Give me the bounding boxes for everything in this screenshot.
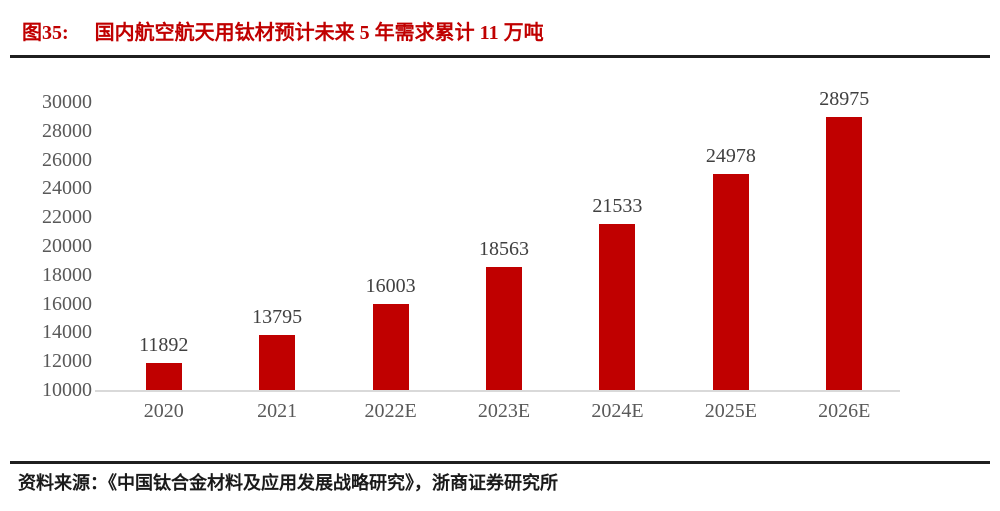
x-tick-label: 2023E [477, 400, 531, 422]
footer-divider-line [10, 461, 990, 464]
bar-value-label: 21533 [592, 194, 643, 217]
bar-value-label: 16003 [365, 274, 416, 297]
y-tick-label: 26000 [42, 148, 92, 171]
x-tick-label: 2021 [257, 400, 298, 422]
y-tick-label: 12000 [42, 350, 92, 373]
bar [826, 116, 863, 390]
bar [712, 174, 749, 390]
bar-chart: 10000 12000 14000 16000 18000 20000 22000 24000… [42, 87, 900, 422]
bar-value-label: 24978 [705, 145, 756, 168]
x-tick-label: 2026E [818, 400, 871, 422]
y-tick-label: 16000 [42, 292, 92, 315]
bar-value-label: 18563 [479, 237, 529, 260]
bar [599, 223, 636, 390]
bar-value-label: 13795 [252, 306, 303, 329]
source-note: 资料来源：《中国钛合金材料及应用发展战略研究》，浙商证券研究所 [18, 473, 558, 493]
bar [486, 266, 522, 390]
y-tick-label: 24000 [42, 177, 92, 200]
y-tick-label: 10000 [42, 379, 92, 401]
bar [145, 362, 182, 390]
bar-value-label: 11892 [139, 333, 189, 356]
figure-label: 图35: [22, 22, 69, 44]
title-divider-line [10, 55, 990, 58]
x-tick-label: 2022E [364, 400, 417, 422]
y-tick-label: 20000 [42, 235, 92, 257]
y-tick-label: 22000 [42, 206, 92, 229]
bar [259, 335, 296, 390]
bar [372, 303, 409, 390]
y-tick-label: 14000 [42, 321, 92, 344]
x-tick-label: 2024E [591, 400, 644, 422]
x-axis-line [95, 390, 900, 392]
figure-header: 图35: 国内航空航天用钛材预计未来 5 年需求累计 11 万吨 [22, 16, 544, 45]
figure-title: 国内航空航天用钛材预计未来 5 年需求累计 11 万吨 [94, 22, 544, 44]
y-tick-label: 18000 [42, 263, 92, 286]
x-tick-label: 2025E [704, 400, 757, 422]
y-tick-label: 30000 [42, 91, 92, 113]
x-tick-label: 2020 [143, 400, 184, 422]
bar-value-label: 28975 [819, 87, 870, 110]
y-tick-label: 28000 [42, 119, 92, 142]
